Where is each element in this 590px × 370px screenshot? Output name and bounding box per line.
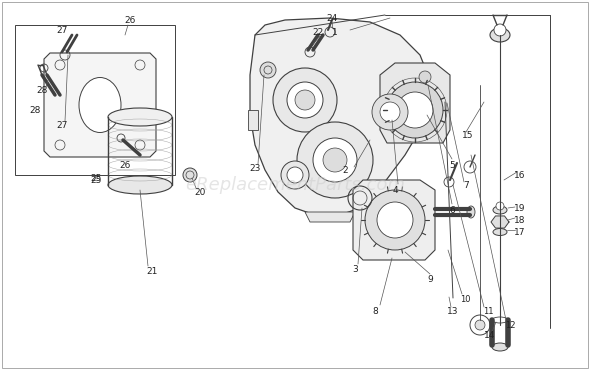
Ellipse shape (108, 108, 172, 126)
Circle shape (297, 122, 373, 198)
Text: 20: 20 (194, 188, 206, 196)
Text: 2: 2 (342, 165, 348, 175)
Text: 9: 9 (427, 276, 433, 285)
Circle shape (313, 138, 357, 182)
Text: 21: 21 (146, 268, 158, 276)
Text: 16: 16 (514, 171, 526, 179)
Text: 1: 1 (332, 27, 338, 37)
Circle shape (380, 102, 400, 122)
Circle shape (475, 320, 485, 330)
Circle shape (372, 94, 408, 130)
Circle shape (287, 82, 323, 118)
Ellipse shape (79, 77, 121, 132)
Polygon shape (250, 18, 428, 215)
Text: 27: 27 (56, 121, 68, 130)
Text: 15: 15 (462, 131, 474, 139)
Text: eReplacementParts.com: eReplacementParts.com (185, 176, 405, 194)
Text: 28: 28 (30, 105, 41, 114)
Text: 19: 19 (514, 204, 526, 212)
Text: 14: 14 (484, 330, 496, 340)
Circle shape (273, 68, 337, 132)
Text: 6: 6 (449, 205, 455, 215)
Polygon shape (491, 216, 509, 228)
Circle shape (377, 202, 413, 238)
Circle shape (387, 82, 443, 138)
Circle shape (397, 92, 433, 128)
Text: 7: 7 (463, 181, 469, 189)
Text: 5: 5 (449, 161, 455, 169)
Ellipse shape (493, 206, 507, 214)
Circle shape (419, 71, 431, 83)
Ellipse shape (108, 176, 172, 194)
Bar (15, 25, 175, 175)
Text: 18: 18 (514, 215, 526, 225)
Text: 4: 4 (392, 185, 398, 195)
Text: 23: 23 (250, 164, 261, 172)
Circle shape (295, 90, 315, 110)
Text: 8: 8 (372, 307, 378, 316)
Ellipse shape (493, 229, 507, 235)
Text: 26: 26 (124, 16, 136, 24)
Text: 3: 3 (352, 266, 358, 275)
Text: 24: 24 (326, 13, 337, 23)
Text: 25: 25 (90, 174, 101, 182)
Text: 10: 10 (460, 296, 470, 305)
Text: 25: 25 (90, 175, 101, 185)
Text: 11: 11 (483, 307, 493, 316)
Circle shape (287, 167, 303, 183)
Ellipse shape (492, 343, 508, 351)
Circle shape (281, 161, 309, 189)
Polygon shape (353, 180, 435, 260)
Circle shape (260, 62, 276, 78)
Circle shape (494, 24, 506, 36)
Circle shape (183, 168, 197, 182)
Polygon shape (248, 110, 258, 130)
Text: 28: 28 (37, 85, 48, 94)
Polygon shape (44, 53, 156, 157)
Text: 26: 26 (119, 161, 131, 169)
Polygon shape (380, 63, 450, 143)
Ellipse shape (490, 28, 510, 42)
Circle shape (496, 202, 504, 210)
Text: 22: 22 (312, 27, 324, 37)
Text: 13: 13 (447, 307, 459, 316)
Text: 27: 27 (56, 26, 68, 34)
Text: 17: 17 (514, 228, 526, 236)
Ellipse shape (467, 206, 475, 218)
Polygon shape (305, 212, 355, 222)
Circle shape (365, 190, 425, 250)
Text: 12: 12 (505, 320, 515, 330)
Circle shape (323, 148, 347, 172)
